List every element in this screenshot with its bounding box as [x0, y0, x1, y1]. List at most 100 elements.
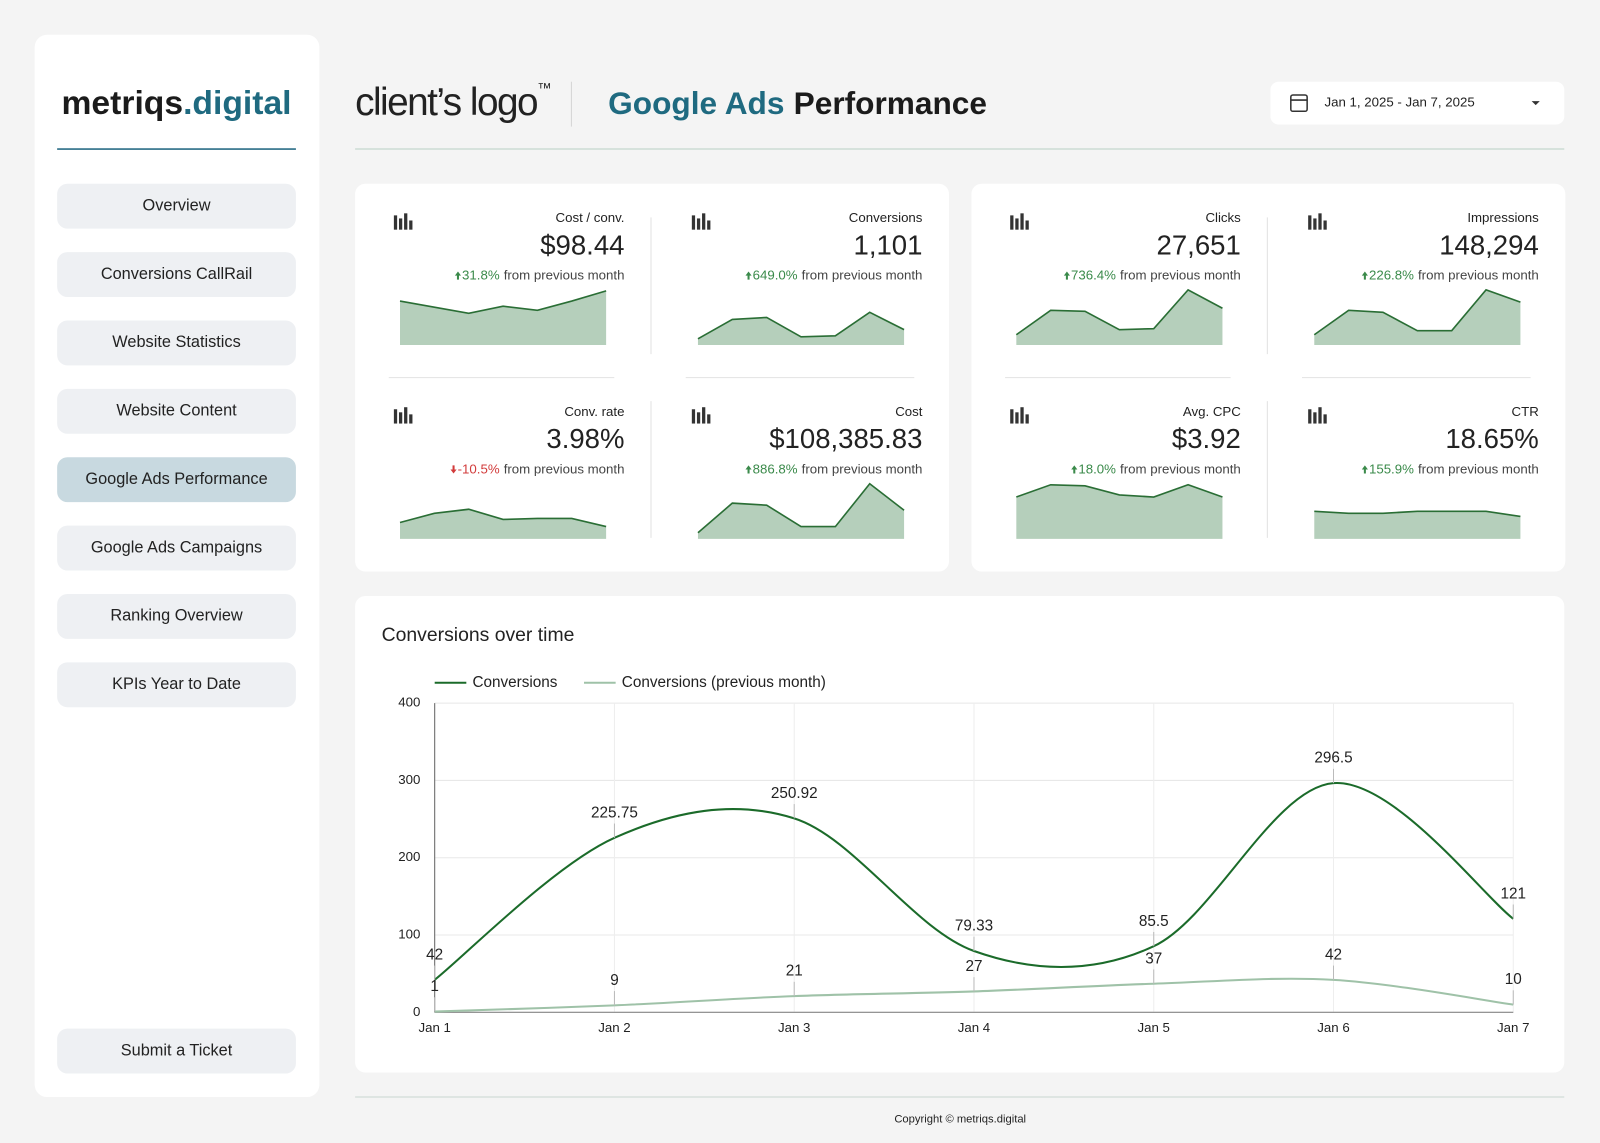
kpi-value: 3.98%: [546, 423, 624, 454]
kpi-icon-bar: [398, 412, 403, 424]
kpi-change: 649.0% from previous month: [753, 267, 923, 282]
kpi-change-arrow: [1361, 271, 1368, 280]
nav-item[interactable]: Website Content: [57, 388, 296, 434]
ticket-label[interactable]: Submit a Ticket: [121, 1041, 233, 1059]
data-label: 1: [430, 978, 439, 995]
nav-button[interactable]: [57, 388, 296, 434]
nav-button[interactable]: [57, 593, 296, 639]
kpi-tile: CTR 18.65% 155.9% from previous month: [1308, 404, 1539, 539]
nav-item[interactable]: Conversions CallRail: [57, 252, 296, 298]
nav-label[interactable]: Ranking Overview: [110, 607, 243, 625]
nav-button[interactable]: [57, 457, 296, 503]
kpi-card: [355, 183, 949, 572]
kpi-value: 148,294: [1439, 229, 1539, 260]
client-logo-text: client’s logo: [355, 81, 537, 124]
kpi-change-value: 155.9%: [1369, 461, 1414, 476]
kpi-icon-bar: [702, 407, 706, 424]
kpi-icon-bar: [1318, 213, 1322, 230]
kpi-change-arrow: [745, 465, 752, 474]
nav-label[interactable]: Google Ads Performance: [85, 470, 267, 488]
kpi-icon-bar: [1025, 414, 1029, 424]
nav-label[interactable]: Website Content: [116, 402, 237, 420]
kpi-icon-bar: [404, 213, 408, 230]
ticket-button[interactable]: [57, 1028, 296, 1074]
client-logo: client’s logo™: [355, 81, 550, 125]
y-tick-label: 300: [398, 772, 420, 787]
x-tick-label: Jan 4: [958, 1020, 990, 1035]
nav-button[interactable]: [57, 525, 296, 571]
x-tick-label: Jan 7: [1497, 1020, 1529, 1035]
data-label: 79.33: [955, 918, 993, 935]
data-label: 21: [786, 963, 803, 980]
data-label: 250.92: [771, 785, 818, 802]
kpi-icon-bar: [696, 412, 701, 424]
sparkline-area: [1016, 289, 1223, 345]
nav-label[interactable]: Overview: [143, 197, 211, 215]
date-range[interactable]: Jan 1, 2025 - Jan 7, 2025: [1324, 95, 1474, 110]
sparkline-area: [1314, 289, 1521, 345]
ticket-item[interactable]: Submit a Ticket: [57, 1028, 296, 1074]
nav-label[interactable]: KPIs Year to Date: [112, 675, 241, 693]
date-picker[interactable]: Jan 1, 2025 - Jan 7, 2025: [1270, 81, 1565, 125]
kpi-value: $3.92: [1172, 423, 1241, 454]
nav-label[interactable]: Conversions CallRail: [101, 265, 252, 283]
kpi-label: Impressions: [1467, 210, 1539, 225]
nav-button[interactable]: [57, 320, 296, 366]
brand-suffix: .digital: [183, 85, 291, 122]
kpi-icon-bar: [1020, 407, 1024, 424]
nav-item[interactable]: Ranking Overview: [57, 593, 296, 639]
kpi-label: Clicks: [1205, 210, 1241, 225]
kpi-change-value: 736.4%: [1071, 267, 1116, 282]
kpi-icon-bar: [393, 215, 398, 230]
kpi-icon-bar: [409, 220, 413, 230]
kpi-tile: Impressions 148,294 226.8% from previous mo…: [1308, 210, 1539, 345]
legend-label[interactable]: Conversions (previous month): [622, 674, 826, 691]
nav-item[interactable]: KPIs Year to Date: [57, 662, 296, 708]
kpi-tile: Conversions 1,101 649.0% from previous mont…: [691, 210, 923, 345]
kpi-tile: Avg. CPC $3.92 18.0% from previous month: [1010, 404, 1241, 539]
data-label: 9: [610, 972, 619, 989]
kpi-icon-bar: [1010, 409, 1014, 424]
nav-item[interactable]: Google Ads Campaigns: [57, 525, 296, 571]
date-picker-box[interactable]: [1270, 81, 1565, 125]
legend-label[interactable]: Conversions: [472, 674, 557, 691]
kpi-card: [971, 183, 1566, 572]
kpi-label: Avg. CPC: [1183, 404, 1241, 419]
page-title-rest: Performance: [794, 86, 987, 122]
kpi-icon-bar: [1318, 407, 1322, 424]
x-tick-label: Jan 2: [598, 1020, 630, 1035]
nav-item[interactable]: Website Statistics: [57, 320, 296, 366]
nav-item[interactable]: Overview: [57, 183, 296, 229]
kpi-icon-bar: [393, 409, 398, 424]
x-tick-label: Jan 5: [1138, 1020, 1170, 1035]
kpi-icon-bar: [707, 414, 711, 424]
y-tick-label: 100: [398, 927, 420, 942]
y-tick-label: 200: [398, 849, 420, 864]
sparkline-area: [400, 290, 607, 345]
data-label: 42: [426, 946, 443, 963]
kpi-change-arrow: [745, 271, 752, 280]
nav-label[interactable]: Google Ads Campaigns: [91, 538, 262, 556]
kpi-change-note: from previous month: [1120, 461, 1241, 476]
nav-button[interactable]: [57, 252, 296, 298]
kpi-change-note: from previous month: [504, 461, 625, 476]
page-title-brand: Google Ads: [608, 86, 784, 122]
kpi-icon-bar: [1323, 414, 1327, 424]
kpi-icon-bar: [409, 414, 413, 424]
kpi-icon-bar: [1308, 409, 1312, 424]
kpi-tile: Conv. rate 3.98% -10.5% from previous month: [393, 404, 625, 539]
kpi-icon-bar: [691, 215, 696, 230]
nav-button[interactable]: [57, 183, 296, 229]
nav-label[interactable]: Website Statistics: [112, 333, 240, 351]
kpi-icon-bar: [691, 409, 696, 424]
sparkline: [1015, 288, 1223, 336]
kpi-change: 155.9% from previous month: [1369, 461, 1539, 476]
kpi-label: Conversions: [849, 210, 923, 225]
kpi-tile: Cost $108,385.83 886.8% from previous month: [691, 404, 923, 539]
kpi-icon-bar: [1313, 412, 1317, 424]
nav-button[interactable]: [57, 662, 296, 708]
sparkline-area: [697, 483, 905, 539]
nav-item[interactable]: Google Ads Performance: [57, 457, 296, 503]
kpi-change-value: 649.0%: [753, 267, 798, 282]
